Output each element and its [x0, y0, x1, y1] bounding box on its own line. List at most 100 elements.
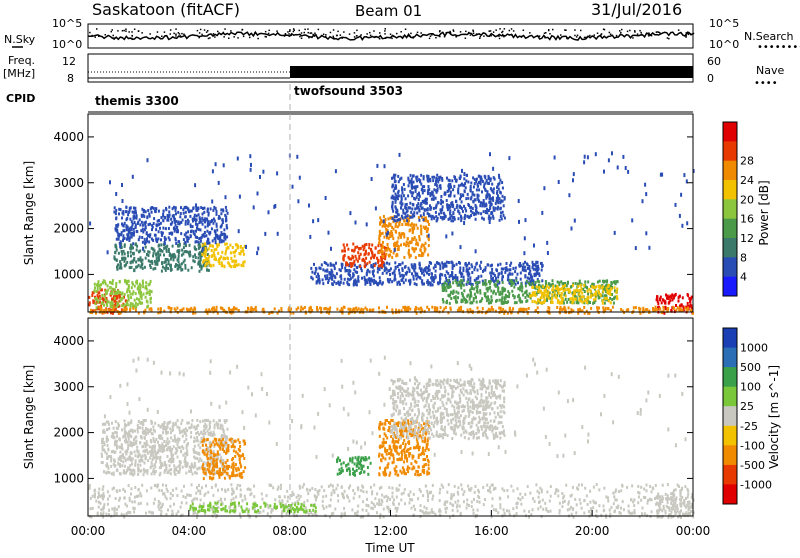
nsearch-dot	[490, 30, 492, 32]
nsearch-dot	[405, 29, 407, 31]
range-cell	[543, 294, 545, 297]
range-cell	[546, 241, 548, 245]
range-cell	[149, 308, 151, 311]
range-cell	[420, 174, 422, 177]
range-cell	[462, 300, 464, 303]
range-cell	[208, 248, 210, 251]
range-cell	[396, 510, 398, 513]
range-cell	[150, 487, 152, 490]
range-cell	[587, 280, 589, 283]
range-cell	[181, 501, 183, 504]
range-cell	[518, 220, 520, 224]
range-cell	[610, 301, 612, 304]
range-cell	[414, 266, 416, 269]
range-cell	[365, 504, 367, 507]
range-cell	[315, 270, 317, 273]
range-cell	[550, 510, 552, 513]
range-cell	[197, 489, 199, 492]
range-cell	[408, 184, 410, 187]
range-cell	[415, 190, 417, 193]
range-cell	[447, 279, 449, 282]
range-cell	[391, 487, 393, 490]
range-cell	[159, 249, 161, 252]
nsearch-dot	[479, 38, 481, 40]
range-cell	[240, 252, 242, 255]
range-cell	[441, 208, 443, 211]
range-cell	[366, 308, 368, 311]
range-cell	[659, 298, 661, 301]
range-cell	[526, 299, 528, 302]
range-cell	[465, 197, 467, 200]
nsearch-dot	[206, 31, 208, 33]
range-cell	[202, 247, 204, 251]
range-cell	[325, 495, 327, 498]
range-cell	[334, 276, 336, 279]
range-cell	[378, 264, 380, 267]
nsearch-dot	[439, 30, 441, 32]
range-cell	[481, 217, 483, 220]
range-cell	[89, 484, 91, 487]
range-cell	[134, 486, 136, 489]
range-cell	[151, 260, 153, 263]
range-cell	[335, 262, 337, 265]
nsearch-dot	[141, 32, 143, 34]
range-cell	[300, 495, 302, 498]
range-cell	[214, 230, 216, 233]
range-cell	[584, 280, 586, 283]
nsearch-dot	[200, 29, 202, 31]
nsearch-dot	[285, 33, 287, 35]
range-cell	[152, 268, 154, 271]
range-cell	[405, 244, 407, 247]
range-cell	[366, 281, 368, 284]
range-cell	[572, 507, 574, 510]
range-cell	[473, 498, 475, 501]
range-cell	[158, 210, 160, 213]
range-cell	[467, 197, 469, 200]
range-cell	[444, 503, 446, 506]
nsearch-dot	[601, 33, 603, 35]
range-cell	[352, 489, 354, 492]
range-cell	[412, 275, 414, 278]
range-cell	[148, 254, 150, 257]
range-cell	[501, 217, 503, 220]
range-cell	[437, 262, 439, 265]
range-cell	[257, 192, 259, 196]
range-cell	[154, 498, 156, 501]
range-cell	[666, 297, 668, 300]
range-cell	[612, 306, 614, 309]
range-cell	[176, 494, 178, 497]
range-cell	[128, 484, 130, 487]
range-cell	[382, 225, 384, 228]
range-cell	[134, 285, 136, 288]
range-cell	[192, 225, 194, 228]
range-cell	[150, 301, 152, 304]
range-cell	[244, 495, 246, 498]
range-cell	[475, 263, 477, 266]
range-cell	[111, 298, 113, 301]
range-cell	[115, 292, 117, 295]
nsearch-dot	[552, 29, 554, 31]
range-cell	[411, 208, 413, 211]
range-cell	[512, 489, 514, 492]
range-cell	[409, 283, 411, 286]
range-cell	[428, 265, 430, 268]
range-cell	[153, 502, 155, 505]
range-cell	[492, 215, 494, 218]
range-cell	[411, 194, 413, 197]
nsearch-dot	[404, 35, 406, 37]
range-cell	[188, 237, 190, 240]
range-cell	[644, 496, 646, 499]
range-cell	[436, 219, 438, 222]
range-cell	[360, 308, 362, 311]
range-cell	[343, 249, 345, 252]
nsearch-dot	[284, 35, 286, 37]
range-cell	[343, 255, 345, 258]
range-cell	[580, 502, 582, 505]
range-cell	[426, 272, 428, 275]
range-cell	[229, 244, 231, 247]
range-cell	[502, 195, 504, 198]
range-cell	[183, 485, 185, 488]
range-cell	[496, 280, 498, 283]
range-cell	[415, 306, 417, 309]
range-cell	[468, 271, 470, 274]
